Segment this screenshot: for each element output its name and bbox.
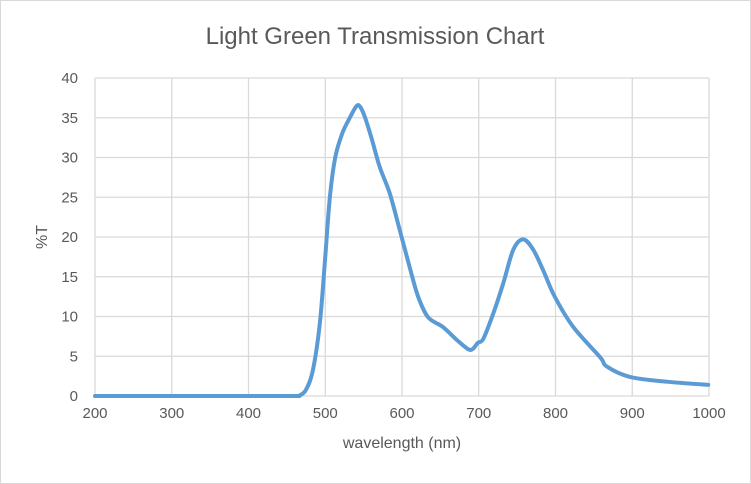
y-tick-label: 40 [61, 70, 78, 87]
series-line-transmission [93, 103, 711, 399]
x-tick-label: 900 [620, 405, 645, 422]
y-tick-label: 25 [61, 189, 78, 206]
x-tick-label: 700 [466, 405, 491, 422]
y-tick-label: 35 [61, 110, 78, 127]
y-tick-label: 30 [61, 150, 78, 167]
y-axis-label: %T [34, 225, 51, 249]
y-tick-label: 5 [70, 348, 78, 365]
x-tick-label: 500 [313, 405, 338, 422]
y-tick-label: 0 [70, 388, 78, 405]
tick-labels: 0 5 10 15 20 25 30 35 40 200 300 400 500 600 700 800 900… [61, 70, 725, 422]
y-tick-label: 20 [61, 229, 78, 246]
y-tick-label: 10 [61, 309, 78, 326]
y-tick-label: 15 [61, 269, 78, 286]
x-tick-label: 800 [543, 405, 568, 422]
x-tick-label: 400 [236, 405, 261, 422]
chart-title: Light Green Transmission Chart [206, 23, 545, 50]
x-tick-label: 1000 [692, 405, 725, 422]
x-axis-label: wavelength (nm) [342, 435, 461, 452]
x-tick-label: 200 [82, 405, 107, 422]
x-tick-label: 600 [389, 405, 414, 422]
x-tick-label: 300 [159, 405, 184, 422]
